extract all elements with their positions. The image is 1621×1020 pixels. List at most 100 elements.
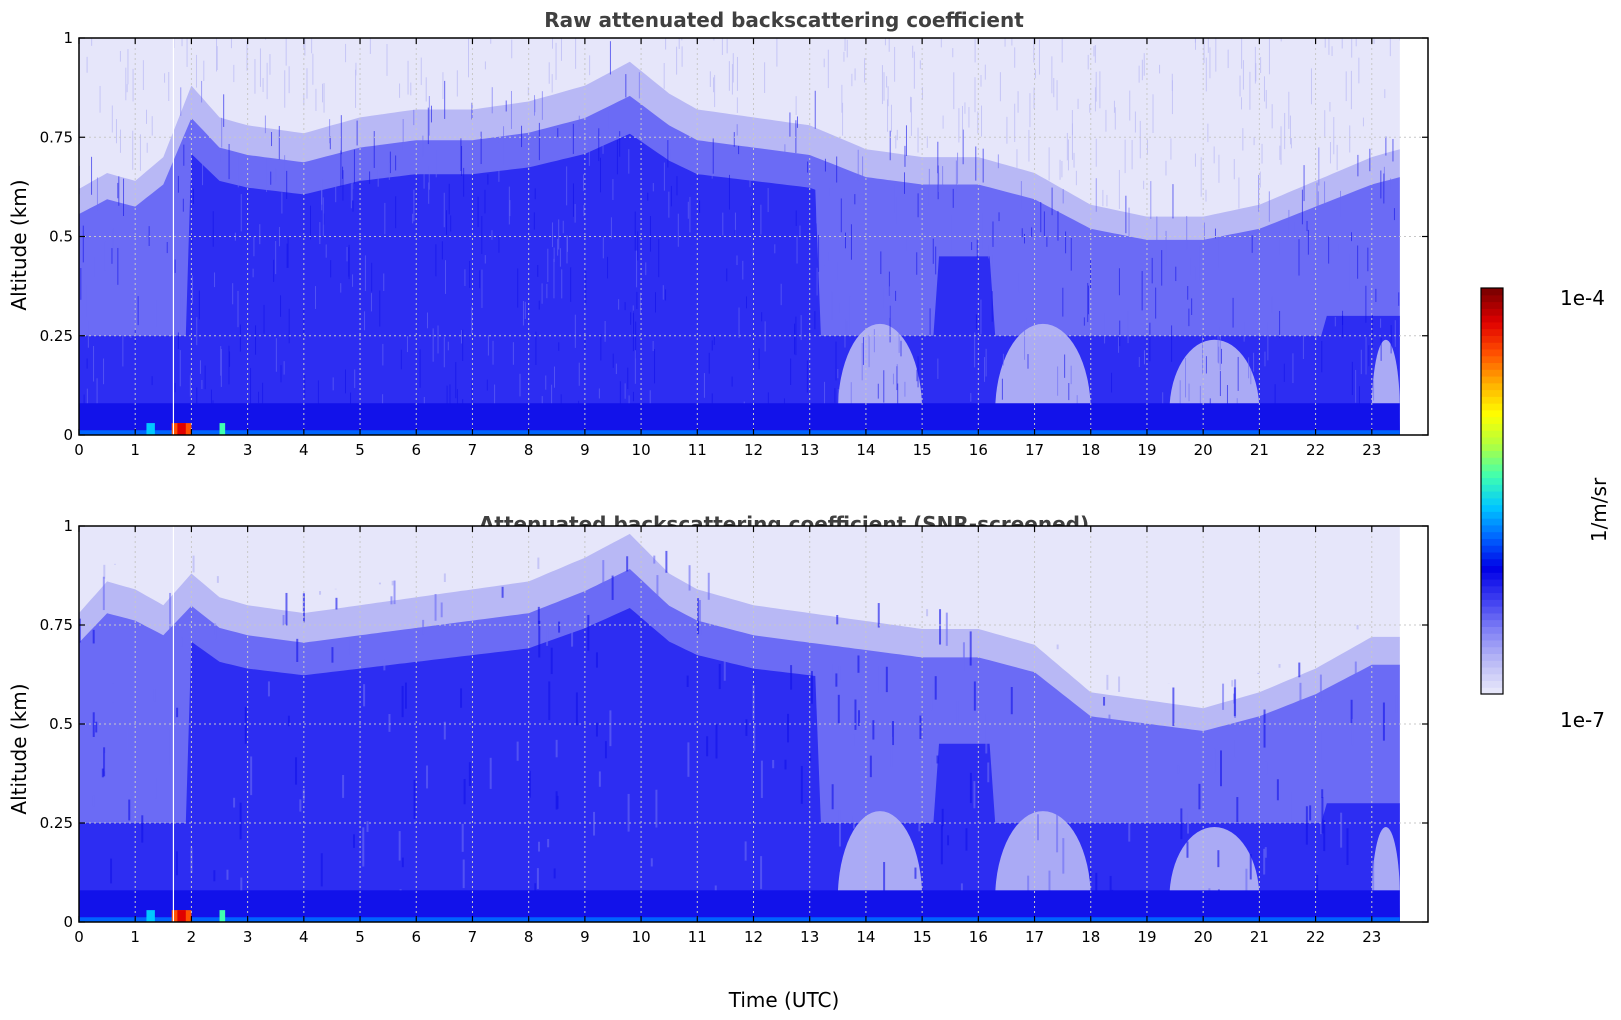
colorbar-max-label: 1e-4 xyxy=(1560,286,1605,310)
x-tick-label: 21 xyxy=(1250,441,1269,459)
colorbar-swatch xyxy=(1481,470,1503,479)
x-tick-label: 2 xyxy=(187,441,197,459)
x-tick-label: 14 xyxy=(856,441,875,459)
x-tick-label: 7 xyxy=(468,928,478,946)
colorbar-swatch xyxy=(1481,335,1503,343)
colorbar-swatch xyxy=(1481,375,1503,384)
x-tick-label: 20 xyxy=(1194,928,1213,946)
colorbar-swatch xyxy=(1481,565,1503,573)
x-tick-label: 17 xyxy=(1025,441,1044,459)
x-tick-label: 0 xyxy=(74,928,84,946)
x-tick-label: 10 xyxy=(632,928,651,946)
x-tick-label: 18 xyxy=(1081,441,1100,459)
x-tick-label: 6 xyxy=(411,441,421,459)
y-tick-label: 0.25 xyxy=(40,814,73,832)
x-tick-label: 9 xyxy=(580,441,590,459)
x-tick-label: 10 xyxy=(632,441,651,459)
colorbar-unit-label: 1/m/sr xyxy=(1587,477,1611,542)
high-backscatter-spot xyxy=(146,423,155,435)
x-tick-label: 1 xyxy=(130,928,140,946)
x-tick-label: 18 xyxy=(1081,928,1100,946)
colorbar-swatch xyxy=(1481,362,1503,370)
top-panel-plot-area: 0 1 2 3 4 5 6 7 8 9 10 11 12 13 14 15 16 17 18 19 20 21 22 2300… xyxy=(40,29,1429,459)
x-tick-label: 22 xyxy=(1306,441,1325,459)
colorbar-swatch xyxy=(1481,430,1503,438)
x-tick-label: 19 xyxy=(1137,441,1156,459)
x-tick-label: 11 xyxy=(688,928,707,946)
y-tick-label: 0.75 xyxy=(40,128,73,146)
y-tick-label: 1 xyxy=(63,517,73,535)
x-tick-label: 3 xyxy=(243,928,253,946)
x-tick-label: 5 xyxy=(355,441,365,459)
x-tick-label: 15 xyxy=(913,928,932,946)
bottom-panel-y-axis-label: Altitude (km) xyxy=(7,683,31,814)
x-tick-label: 12 xyxy=(744,928,763,946)
x-tick-label: 17 xyxy=(1025,928,1044,946)
x-tick-label: 14 xyxy=(856,928,875,946)
colorbar-swatch xyxy=(1481,599,1503,607)
x-tick-label: 13 xyxy=(800,441,819,459)
bottom-panel: Attenuated backscattering coefficient (S… xyxy=(7,512,1429,1012)
x-tick-label: 8 xyxy=(524,928,534,946)
x-tick-label: 4 xyxy=(299,441,309,459)
x-tick-label: 6 xyxy=(411,928,421,946)
y-tick-label: 0 xyxy=(63,426,73,444)
grid xyxy=(79,526,1428,922)
x-tick-label: 11 xyxy=(688,441,707,459)
colorbar-swatch xyxy=(1481,389,1503,397)
colorbar-swatch xyxy=(1481,396,1503,404)
colorbar-swatch xyxy=(1481,673,1503,682)
colorbar-swatch xyxy=(1481,612,1503,621)
x-axis-label: Time (UTC) xyxy=(728,988,840,1012)
colorbar-swatch xyxy=(1481,606,1503,614)
top-panel: Raw attenuated backscattering coefficien… xyxy=(7,8,1429,459)
x-tick-label: 19 xyxy=(1137,928,1156,946)
colorbar-swatch xyxy=(1481,355,1503,364)
colorbar-swatch xyxy=(1481,626,1503,634)
colorbar-swatch xyxy=(1481,511,1503,519)
colorbar-swatch xyxy=(1481,328,1503,336)
colorbar-swatch xyxy=(1481,288,1503,296)
colorbar-swatch xyxy=(1481,551,1503,560)
colorbar-swatch xyxy=(1481,687,1503,695)
high-backscatter-spot xyxy=(177,423,186,435)
y-tick-label: 0.5 xyxy=(49,228,73,246)
colorbar-swatch xyxy=(1481,369,1503,377)
surface-strong-layer xyxy=(79,430,1400,435)
colorbar-swatch xyxy=(1481,463,1503,472)
x-tick-label: 0 xyxy=(74,441,84,459)
colorbar-swatch xyxy=(1481,294,1503,303)
x-tick-label: 16 xyxy=(969,441,988,459)
x-tick-label: 21 xyxy=(1250,928,1269,946)
x-tick-label: 13 xyxy=(800,928,819,946)
top-panel-title: Raw attenuated backscattering coefficien… xyxy=(544,8,1024,32)
backscatter-field xyxy=(79,526,1400,922)
x-tick-label: 7 xyxy=(468,441,478,459)
colorbar-swatch xyxy=(1481,423,1503,431)
x-tick-label: 23 xyxy=(1362,928,1381,946)
colorbar-swatch xyxy=(1481,531,1503,539)
high-backscatter-spot xyxy=(177,910,186,922)
high-backscatter-spot xyxy=(219,910,226,922)
bottom-panel-plot-area: 0 1 2 3 4 5 6 7 8 9 10 11 12 13 14 15 16 17 18 19 20 21 22 2300… xyxy=(40,517,1429,946)
colorbar-swatch xyxy=(1481,409,1503,418)
x-tick-label: 4 xyxy=(299,928,309,946)
colorbar-swatch xyxy=(1481,504,1503,512)
colorbar-swatch xyxy=(1481,443,1503,451)
colorbar-swatch xyxy=(1481,348,1503,357)
colorbar-swatch xyxy=(1481,680,1503,688)
x-tick-label: 16 xyxy=(969,928,988,946)
x-tick-label: 3 xyxy=(243,441,253,459)
colorbar-swatch xyxy=(1481,491,1503,499)
colorbar-swatch xyxy=(1481,592,1503,600)
colorbar-swatch xyxy=(1481,382,1503,391)
colorbar-swatch xyxy=(1481,308,1503,316)
colorbar-swatch xyxy=(1481,666,1503,675)
x-tick-label: 15 xyxy=(913,441,932,459)
colorbar-swatch xyxy=(1481,403,1503,411)
y-tick-label: 0.25 xyxy=(40,327,73,345)
surface-aerosol-layer xyxy=(79,890,1400,922)
y-tick-label: 0.5 xyxy=(49,715,73,733)
x-tick-label: 23 xyxy=(1362,441,1381,459)
